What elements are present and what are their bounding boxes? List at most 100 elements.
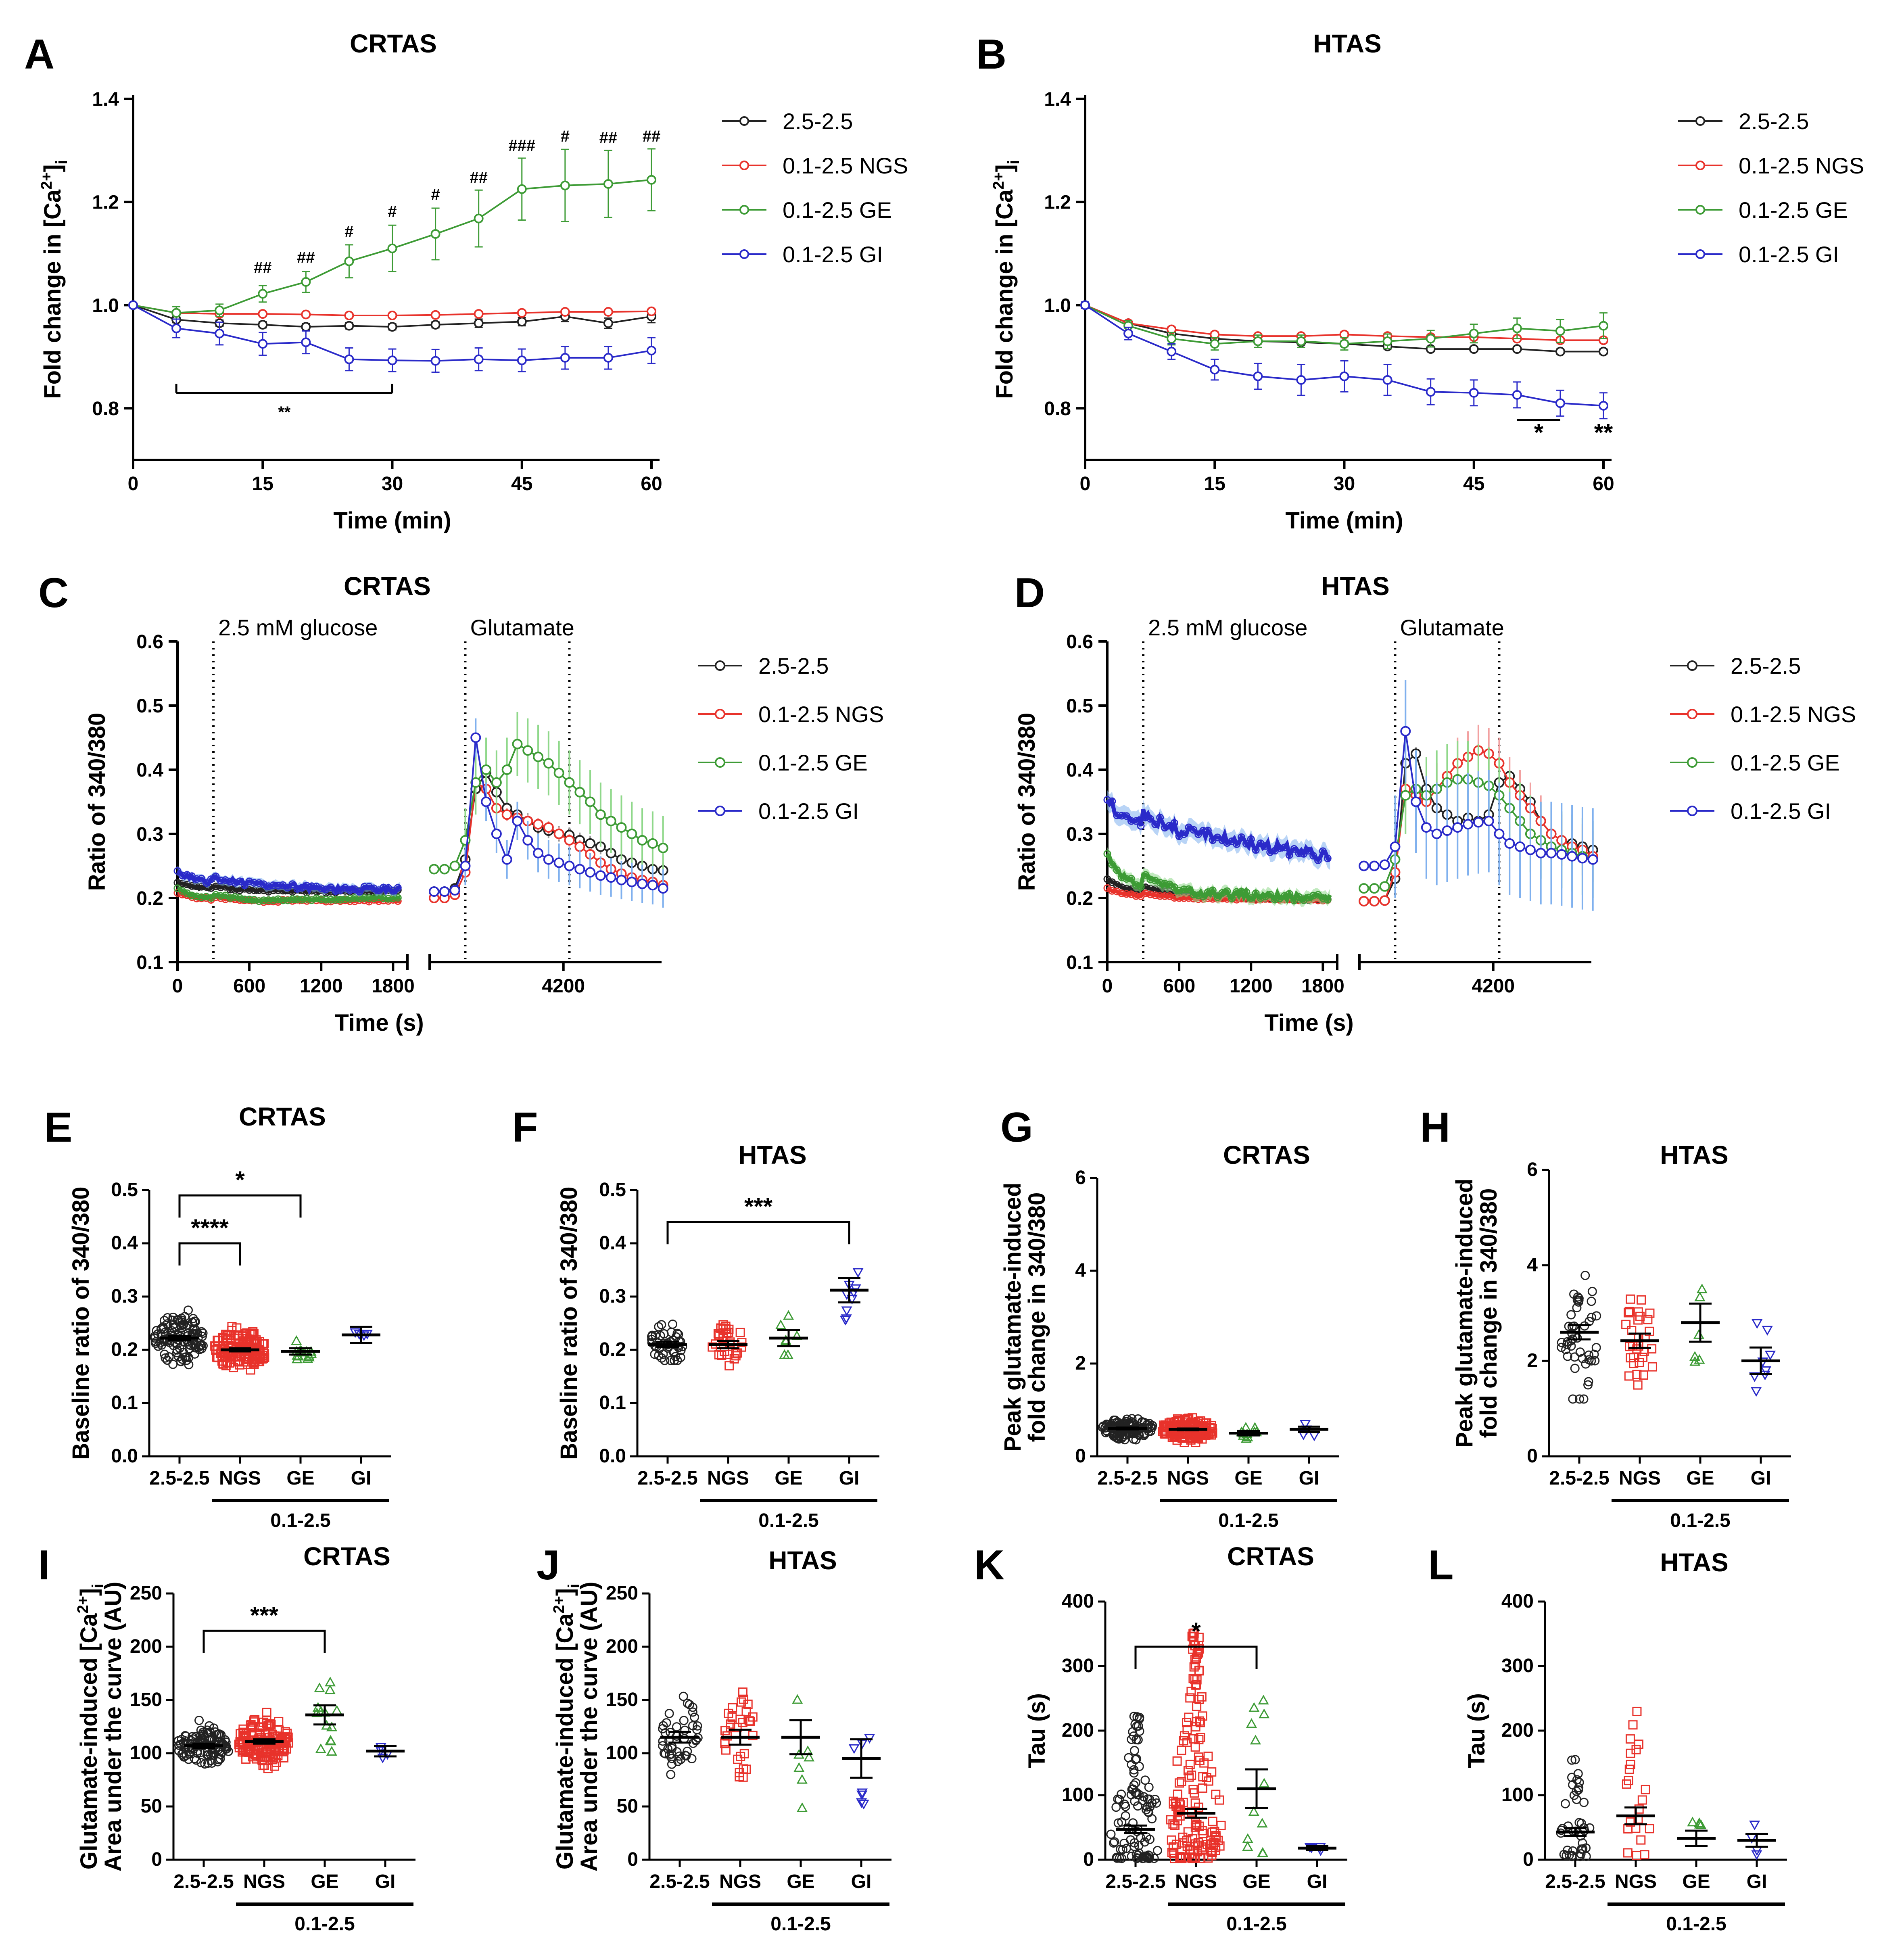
data-point: [1574, 1818, 1584, 1827]
data-point: [856, 1798, 867, 1808]
data-point: [1174, 1778, 1184, 1788]
y-tick-label: 1.0: [1044, 295, 1071, 316]
data-point: [595, 809, 606, 820]
data-point: [1190, 1788, 1199, 1798]
data-point: [1421, 822, 1432, 833]
data-point: [1233, 840, 1241, 848]
data-point: [430, 356, 441, 366]
data-point: [211, 1342, 220, 1351]
data-point: [1199, 827, 1207, 835]
data-point: [1182, 1718, 1192, 1727]
legend-label: 0.1-2.5 GE: [1731, 750, 1840, 775]
data-point: [1426, 387, 1436, 397]
group-2.5-2.5: [1106, 1712, 1162, 1863]
legend-label: 0.1-2.5 GI: [1731, 798, 1831, 824]
data-point: [1567, 1773, 1576, 1782]
data-point: [349, 1328, 361, 1338]
data-point: [1621, 1320, 1631, 1329]
x-tick-label: GI: [1299, 1468, 1319, 1489]
x-axis-label: Time (s): [334, 1010, 424, 1036]
data-point: [1572, 1333, 1582, 1343]
x-tick-label: 2.5-2.5: [1545, 1871, 1605, 1892]
data-point: [346, 895, 354, 903]
baseline-trace: [1105, 797, 1332, 863]
series-0-1-2-5-GI: [1080, 300, 1608, 420]
data-point: [637, 879, 648, 890]
y-tick-label: 0.2: [599, 1339, 626, 1360]
panel-H: H HTAS 0 2 4 6 2.5-2.5 NGS GE GI 0.1-2.5 Peak gluta…: [1420, 1104, 1791, 1531]
group-2.5-2.5: [174, 1716, 233, 1769]
data-point: [291, 1335, 302, 1345]
data-point: [779, 1349, 790, 1359]
panel-K: K CRTAS 0 100 200 300 400 2.5-2.5 NGS GE GI 0.1-2.5…: [974, 1542, 1347, 1935]
data-point: [1196, 1853, 1206, 1863]
data-point: [197, 893, 205, 901]
data-point: [460, 860, 471, 871]
group-GE: [305, 1677, 344, 1756]
data-point: [1339, 371, 1349, 381]
data-point: [1557, 1343, 1566, 1352]
group-NGS: [1616, 1706, 1655, 1861]
data-point: [1197, 1692, 1207, 1702]
data-point: [1570, 1352, 1579, 1362]
data-point: [553, 829, 564, 839]
data-point: [303, 895, 311, 903]
y-tick-label: 0.8: [1044, 398, 1071, 420]
data-point: [1111, 1802, 1121, 1812]
data-point: [1132, 892, 1140, 900]
data-point: [1525, 844, 1536, 855]
data-point: [221, 1737, 231, 1747]
data-point: [1189, 1662, 1199, 1672]
x-tick-label: 60: [641, 473, 662, 495]
group-2.5-2.5: [647, 1320, 687, 1365]
data-point: [308, 896, 315, 904]
y-axis-label: Ratio of 340/380: [84, 713, 110, 891]
baseline-trace: [1105, 852, 1332, 905]
group-GI: [342, 1326, 380, 1344]
data-point: [1113, 1417, 1122, 1427]
data-point: [1628, 1720, 1638, 1730]
data-point: [174, 1740, 184, 1750]
data-point: [517, 317, 527, 327]
data-point: [1581, 1359, 1591, 1369]
data-point: [679, 1691, 688, 1701]
data-point: [1123, 812, 1130, 820]
x-tick-label: GE: [1682, 1871, 1710, 1892]
data-point: [1203, 1853, 1213, 1863]
y-tick-label: 0.6: [1066, 631, 1093, 653]
data-point: [236, 877, 244, 885]
y-tick-label: 4: [1527, 1255, 1538, 1276]
data-point: [183, 880, 191, 888]
y-tick-label: 0.1: [599, 1392, 626, 1414]
y-tick-label: 1.0: [92, 295, 119, 316]
data-point: [1140, 1775, 1150, 1785]
legend-marker: [739, 205, 749, 215]
data-point: [1211, 1790, 1221, 1799]
x-tick-label: GI: [839, 1468, 860, 1489]
data-point: [252, 1750, 262, 1760]
y-tick-label: 250: [130, 1583, 162, 1604]
data-point: [365, 883, 373, 891]
panel-J: J HTAS 0 50 100 150 200 250 2.5-2.5 NGS GE GI 0.1-2.…: [537, 1542, 891, 1935]
y-axis-label-main: Glutamate-induced [Ca: [76, 1613, 102, 1870]
data-point: [543, 822, 554, 833]
y-tick-label: 1.4: [92, 89, 119, 110]
data-point: [1169, 1796, 1178, 1806]
y-tick-label: 0.3: [136, 824, 163, 845]
data-point: [1180, 1731, 1189, 1741]
data-point: [688, 1707, 697, 1717]
data-point: [1184, 1772, 1194, 1782]
data-point: [197, 875, 205, 883]
significance-label: #: [561, 127, 570, 145]
data-point: [1760, 1366, 1772, 1376]
data-point: [1431, 829, 1442, 839]
data-point: [355, 888, 363, 896]
data-point: [312, 883, 320, 890]
data-point: [1570, 1364, 1580, 1373]
data-point: [1194, 1752, 1203, 1762]
baseline-trace: [176, 869, 401, 895]
data-point: [474, 309, 484, 319]
data-point: [491, 777, 502, 788]
y-tick-label: 200: [130, 1636, 162, 1657]
group-GI: [842, 1734, 881, 1810]
